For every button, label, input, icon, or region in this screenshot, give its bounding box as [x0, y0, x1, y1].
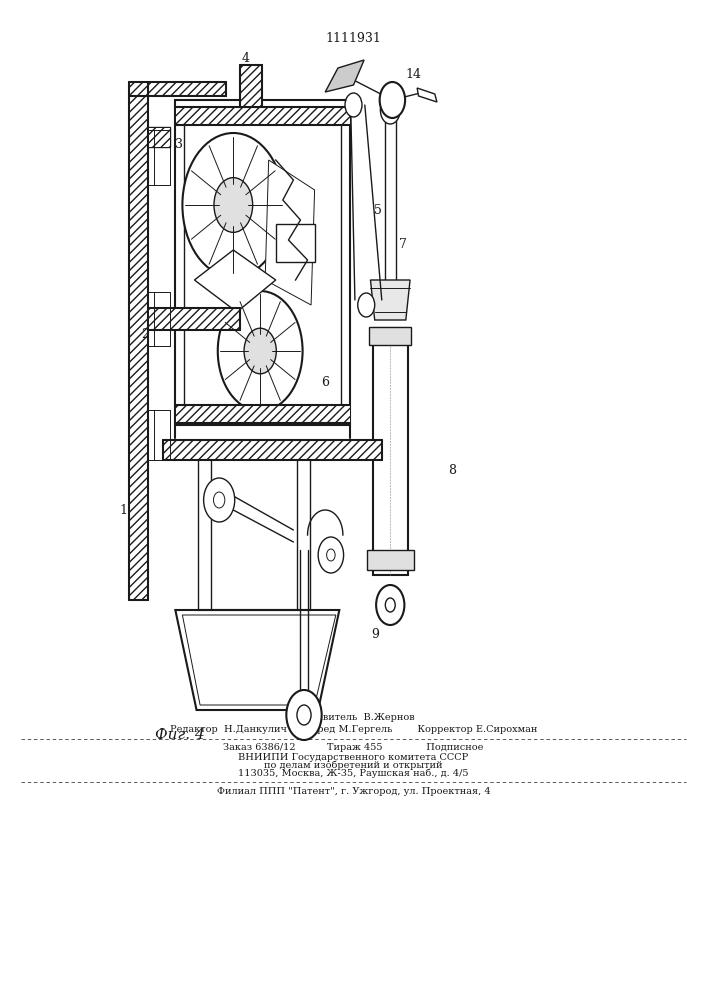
- Polygon shape: [163, 440, 382, 460]
- Bar: [367, 550, 414, 570]
- Circle shape: [380, 82, 405, 118]
- Circle shape: [358, 293, 375, 317]
- Text: ВНИИПИ Государственного комитета СССР: ВНИИПИ Государственного комитета СССР: [238, 752, 469, 762]
- Polygon shape: [175, 405, 350, 423]
- Polygon shape: [370, 280, 410, 320]
- Text: 9: 9: [370, 629, 379, 642]
- Text: 2: 2: [141, 328, 149, 340]
- Circle shape: [182, 133, 284, 277]
- Polygon shape: [175, 610, 339, 710]
- Text: 3: 3: [175, 138, 183, 151]
- Text: Фиг. 4: Фиг. 4: [156, 728, 205, 742]
- Text: по делам изобретений и открытий: по делам изобретений и открытий: [264, 760, 443, 770]
- Text: Составитель  В.Жернов: Составитель В.Жернов: [293, 712, 414, 722]
- Text: 8: 8: [448, 464, 457, 477]
- Polygon shape: [129, 82, 148, 600]
- Circle shape: [214, 492, 225, 508]
- Circle shape: [385, 598, 395, 612]
- Polygon shape: [129, 82, 226, 96]
- Polygon shape: [265, 160, 315, 305]
- Polygon shape: [148, 308, 240, 330]
- Circle shape: [218, 291, 303, 411]
- Circle shape: [204, 478, 235, 522]
- Bar: [184, 112, 341, 413]
- Circle shape: [244, 328, 276, 374]
- Text: Заказ 6386/12          Тираж 455              Подписное: Заказ 6386/12 Тираж 455 Подписное: [223, 744, 484, 752]
- Polygon shape: [240, 65, 262, 107]
- Polygon shape: [175, 107, 350, 125]
- Bar: [373, 328, 408, 575]
- Text: 5: 5: [374, 204, 382, 217]
- Polygon shape: [417, 88, 437, 102]
- Text: 6: 6: [321, 375, 329, 388]
- Bar: [148, 127, 170, 147]
- Circle shape: [214, 178, 252, 232]
- Text: 1111931: 1111931: [325, 31, 382, 44]
- Text: Филиал ППП "Патент", г. Ужгород, ул. Проектная, 4: Филиал ППП "Патент", г. Ужгород, ул. Про…: [216, 788, 491, 796]
- Bar: [276, 224, 315, 262]
- Text: Редактор  Н.Данкулич    Техред М.Гергель        Корректор Е.Сирохман: Редактор Н.Данкулич Техред М.Гергель Кор…: [170, 724, 537, 734]
- Bar: [148, 127, 170, 147]
- Polygon shape: [325, 60, 364, 92]
- Text: 1: 1: [119, 504, 128, 516]
- Bar: [175, 100, 350, 425]
- Circle shape: [327, 549, 335, 561]
- Circle shape: [286, 690, 322, 740]
- Polygon shape: [194, 250, 276, 312]
- Polygon shape: [182, 615, 336, 705]
- Text: 113035, Москва, Ж-35, Раушская наб., д. 4/5: 113035, Москва, Ж-35, Раушская наб., д. …: [238, 768, 469, 778]
- Text: 7: 7: [399, 238, 407, 251]
- Text: 14: 14: [406, 68, 421, 82]
- Circle shape: [380, 96, 400, 124]
- Text: 4: 4: [242, 51, 250, 64]
- Circle shape: [376, 585, 404, 625]
- Bar: [369, 327, 411, 345]
- Circle shape: [297, 705, 311, 725]
- Circle shape: [318, 537, 344, 573]
- Circle shape: [345, 93, 362, 117]
